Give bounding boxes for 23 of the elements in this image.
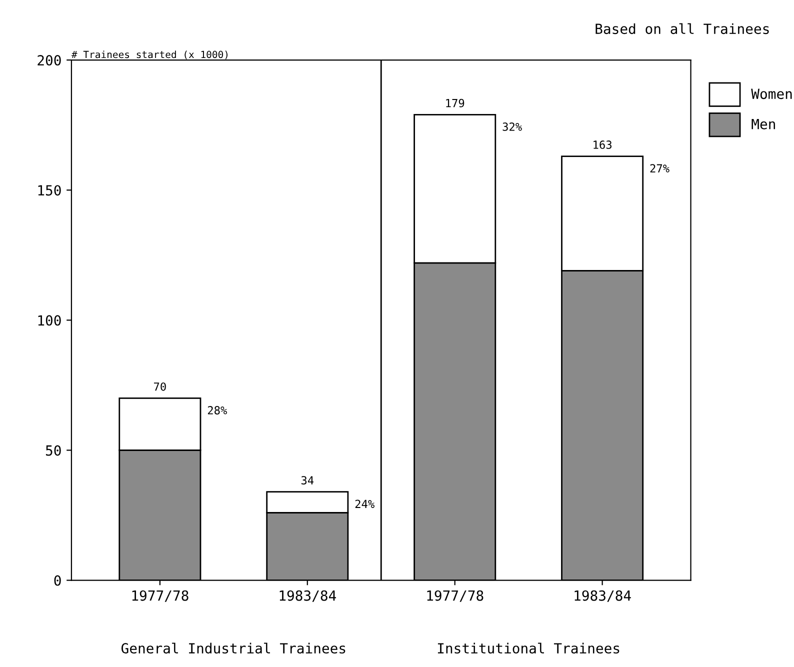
y-tick-label: 150 [38,185,61,196]
text: General Industrial Trainees [121,642,346,654]
x-tick-label: 1983/84 [280,590,336,602]
text: Institutional Trainees [438,642,620,654]
annotation: 27% [650,164,670,172]
legend-label: Men [752,118,775,130]
text: Based on all Trainees [596,23,769,34]
x-tick-label: 1977/78 [427,590,484,602]
total-label: 70 [154,382,166,391]
x-tick-label: 1983/84 [574,590,631,602]
annotation: 28% [208,406,228,414]
y-tick-label: 100 [38,315,61,326]
legend-label: Women [751,88,792,100]
total-label: 163 [594,140,612,149]
annotation: 32% [502,122,522,131]
y-tick-label: 50 [46,445,61,456]
annotation: 24% [355,500,374,508]
total-label: 34 [301,476,314,484]
y-tick-label: 0 [54,575,61,586]
x-tick-label: 1977/78 [132,590,188,602]
y-axis-title: # Trainees started (x 1000) [71,50,228,60]
total-label: 179 [446,98,464,108]
y-tick-label: 200 [38,55,61,66]
